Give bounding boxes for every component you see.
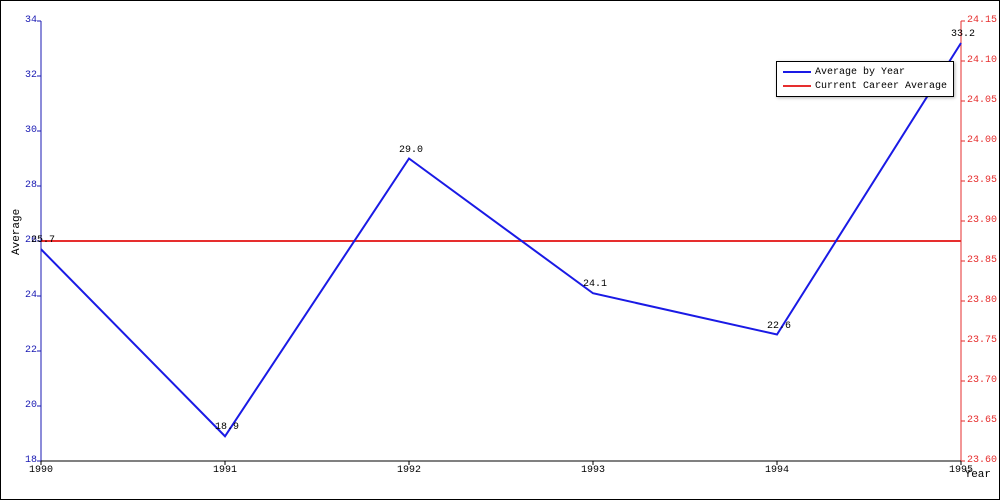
y-right-tick-label: 23.65: [967, 415, 997, 426]
legend-label: Current Career Average: [815, 81, 947, 92]
legend-swatch: [783, 71, 811, 73]
legend-swatch: [783, 85, 811, 87]
y-right-tick-label: 23.95: [967, 175, 997, 186]
data-point-label: 22.6: [767, 321, 791, 332]
y-left-tick-label: 30: [17, 125, 37, 136]
x-tick-label: 1990: [29, 465, 53, 476]
y-left-tick-label: 34: [17, 15, 37, 26]
y-right-tick-label: 23.75: [967, 335, 997, 346]
y-right-tick-label: 23.85: [967, 255, 997, 266]
x-tick-label: 1992: [397, 465, 421, 476]
data-point-label: 18.9: [215, 422, 239, 433]
y-right-tick-label: 24.00: [967, 135, 997, 146]
legend-label: Average by Year: [815, 67, 905, 78]
y-right-tick-label: 23.90: [967, 215, 997, 226]
y-right-tick-label: 23.70: [967, 375, 997, 386]
x-tick-label: 1994: [765, 465, 789, 476]
data-point-label: 33.2: [951, 29, 975, 40]
y-right-tick-label: 24.15: [967, 15, 997, 26]
y-right-tick-label: 23.80: [967, 295, 997, 306]
x-tick-label: 1995: [949, 465, 973, 476]
y-left-tick-label: 28: [17, 180, 37, 191]
legend-item: Current Career Average: [783, 79, 947, 93]
y-left-tick-label: 32: [17, 70, 37, 81]
legend-item: Average by Year: [783, 65, 947, 79]
y-right-tick-label: 24.10: [967, 55, 997, 66]
y-left-tick-label: 22: [17, 345, 37, 356]
data-point-label: 24.1: [583, 279, 607, 290]
x-tick-label: 1993: [581, 465, 605, 476]
chart-container: Average Year Average by YearCurrent Care…: [0, 0, 1000, 500]
x-tick-label: 1991: [213, 465, 237, 476]
y-axis-label: Average: [11, 209, 23, 255]
legend: Average by Year Current Career Average: [776, 61, 954, 97]
data-point-label: 29.0: [399, 145, 423, 156]
y-right-tick-label: 24.05: [967, 95, 997, 106]
data-point-label: 25.7: [31, 235, 55, 246]
y-left-tick-label: 20: [17, 400, 37, 411]
y-left-tick-label: 24: [17, 290, 37, 301]
